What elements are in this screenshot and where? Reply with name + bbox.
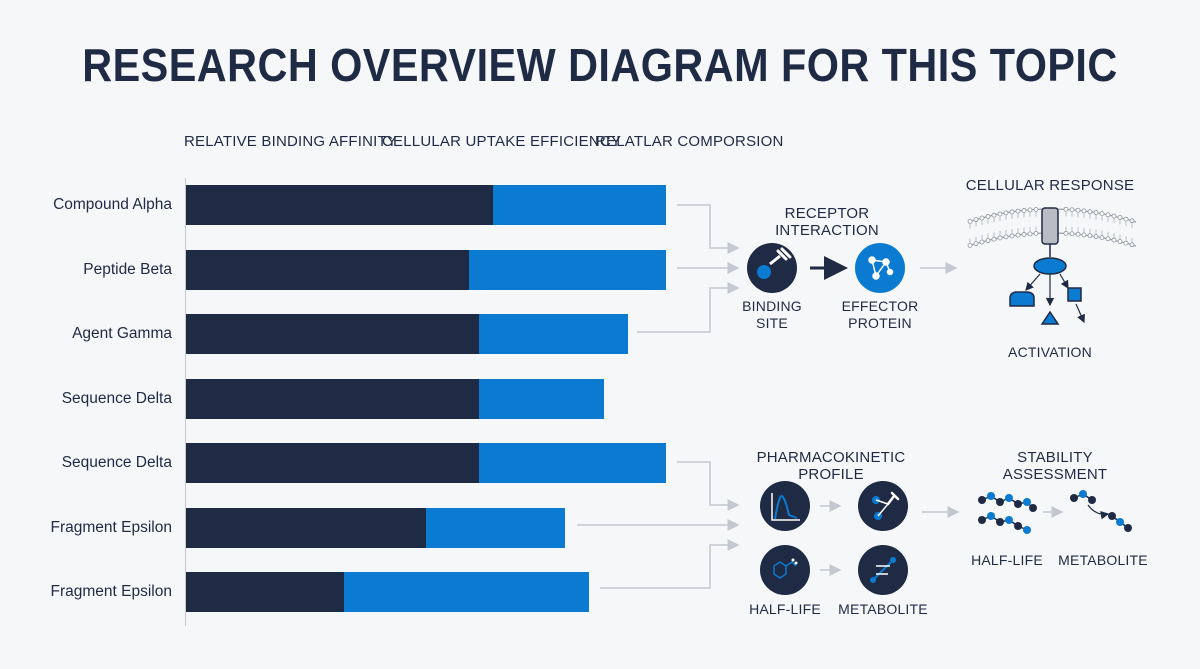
pk-metabolite-label: METABOLITE — [838, 601, 928, 617]
bar-category-label: Sequence Delta — [61, 389, 172, 407]
legend-comparison: RELATLAR COMPORSION — [595, 133, 784, 150]
metabolite-molecule-icon — [858, 545, 908, 595]
receptor-interaction-heading: RECEPTOR INTERACTION — [775, 205, 879, 239]
binding-site-icon — [747, 243, 797, 293]
bar-category-label: Fragment Epsilon — [50, 518, 172, 536]
legend-uptake-efficiency: CELLULAR UPTAKE EFFICIENCY — [382, 133, 622, 150]
cellular-response-heading: CELLULAR RESPONSE — [965, 177, 1135, 194]
bar-segment-uptake-efficiency — [426, 507, 566, 548]
metabolite-chain-icon — [1070, 490, 1132, 532]
effector-protein-icon — [855, 243, 905, 293]
stability-metabolite-label: METABOLITE — [1058, 552, 1148, 568]
bar-segment-binding-affinity — [186, 314, 479, 354]
concentration-curve-icon — [760, 481, 810, 531]
connector-arrows-upper — [637, 204, 740, 333]
bar-segment-uptake-efficiency — [478, 314, 628, 354]
hexagon-molecule-icon — [760, 545, 810, 595]
page-title: RESEARCH OVERVIEW DIAGRAM FOR THIS TOPIC — [82, 39, 1118, 91]
stability-half-life-label: HALF-LIFE — [971, 552, 1043, 568]
pharmacokinetic-profile-heading: PHARMACOKINETIC PROFILE — [756, 449, 906, 483]
bar-segment-binding-affinity — [186, 572, 345, 612]
binding-site-label-line1: BINDING — [742, 298, 802, 314]
effector-protein-label-line2: PROTEIN — [848, 315, 912, 331]
bar-segment-uptake-efficiency — [344, 572, 590, 612]
bar-segment-uptake-efficiency — [469, 249, 666, 290]
binding-site-label-line2: SITE — [756, 315, 788, 331]
bar-segment-binding-affinity — [186, 378, 479, 419]
half-life-chain-icon — [978, 492, 1037, 534]
cell-membrane-graphic — [967, 206, 1137, 248]
bar-category-label: Peptide Beta — [83, 260, 172, 278]
connector-arrows-lower — [577, 461, 740, 589]
legend-binding-affinity: RELATIVE BINDING AFFINITY — [184, 133, 398, 150]
chart-axis-line — [185, 178, 186, 626]
bar-segment-uptake-efficiency — [493, 185, 666, 225]
bar-segment-binding-affinity — [186, 185, 494, 225]
bar-category-label: Sequence Delta — [61, 454, 172, 471]
bar-category-label: Compound Alpha — [53, 196, 172, 213]
bar-segment-binding-affinity — [186, 249, 470, 290]
bar-segment-binding-affinity — [186, 443, 479, 483]
stability-assessment-heading: STABILITY ASSESSMENT — [1002, 449, 1108, 483]
binding-molecule-icon — [858, 481, 908, 531]
effector-protein-label-line1: EFFECTOR — [841, 298, 919, 314]
effector-protein-label: EFFECTOR PROTEIN — [840, 298, 920, 332]
bar-category-label: Fragment Epsilon — [50, 583, 172, 600]
bar-segment-binding-affinity — [186, 507, 426, 548]
binding-site-label: BINDING SITE — [732, 298, 812, 332]
bar-category-label: Agent Gamma — [72, 325, 172, 342]
signaling-cascade-graphic — [1009, 244, 1085, 325]
pk-half-life-label: HALF-LIFE — [749, 601, 821, 617]
bar-segment-uptake-efficiency — [478, 443, 666, 483]
activation-label: ACTIVATION — [1008, 344, 1092, 360]
bar-segment-uptake-efficiency — [478, 378, 604, 419]
